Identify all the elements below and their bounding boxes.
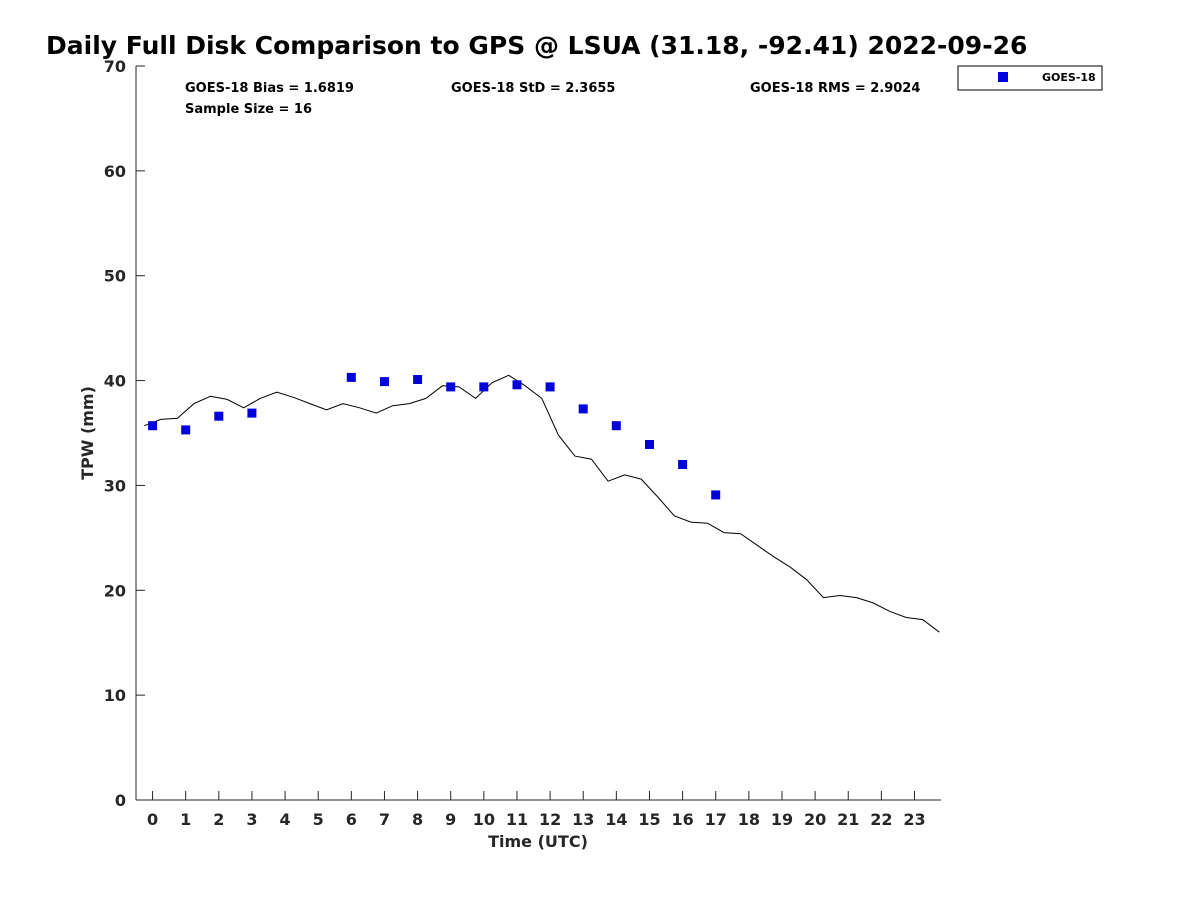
goes-18-point xyxy=(479,382,489,392)
stat-sample-size: Sample Size = 16 xyxy=(185,102,312,117)
legend: GOES-18 xyxy=(957,65,1103,91)
goes-18-point xyxy=(247,408,257,418)
x-tick-label: 11 xyxy=(506,810,528,829)
x-tick-label: 23 xyxy=(903,810,925,829)
x-tick-label: 2 xyxy=(213,810,224,829)
x-tick-label: 21 xyxy=(837,810,859,829)
x-tick-label: 14 xyxy=(605,810,627,829)
x-tick-label: 3 xyxy=(246,810,257,829)
goes-18-point xyxy=(214,411,224,421)
goes-18-point xyxy=(346,372,356,382)
y-tick-label: 70 xyxy=(104,57,126,76)
x-tick-label: 16 xyxy=(671,810,693,829)
x-tick-label: 22 xyxy=(870,810,892,829)
goes-18-point xyxy=(413,375,423,384)
goes-18-point xyxy=(645,440,654,449)
goes-18-point xyxy=(380,377,389,387)
goes-18-point xyxy=(611,421,621,431)
goes-18-point xyxy=(181,425,191,435)
x-tick-label: 18 xyxy=(738,810,760,829)
goes-18-point xyxy=(678,460,688,469)
y-tick-label: 20 xyxy=(104,581,126,600)
x-tick-label: 4 xyxy=(280,810,291,829)
goes-18-point xyxy=(446,382,456,392)
y-tick-label: 40 xyxy=(104,372,126,391)
gps-line-layer xyxy=(144,374,940,633)
x-tick-label: 6 xyxy=(346,810,357,829)
x-axis-label: Time (UTC) xyxy=(488,832,588,851)
x-tick-label: 8 xyxy=(412,810,423,829)
chart-title: Daily Full Disk Comparison to GPS @ LSUA… xyxy=(46,31,1027,60)
x-tick-label: 10 xyxy=(473,810,495,829)
goes-points-layer xyxy=(148,372,721,500)
y-tick-label: 0 xyxy=(115,791,126,810)
y-tick-label: 60 xyxy=(104,162,126,181)
x-tick-label: 13 xyxy=(572,810,594,829)
x-tick-label: 7 xyxy=(379,810,390,829)
x-tick-label: 9 xyxy=(445,810,456,829)
x-tick-label: 5 xyxy=(313,810,324,829)
y-tick-label: 10 xyxy=(104,686,126,705)
x-tick-label: 17 xyxy=(705,810,727,829)
goes-18-point xyxy=(512,380,522,390)
x-tick-label: 0 xyxy=(147,810,158,829)
x-tick-label: 12 xyxy=(539,810,561,829)
goes-18-point xyxy=(148,421,158,431)
x-tick-label: 1 xyxy=(180,810,191,829)
stat-rms: GOES-18 RMS = 2.9024 xyxy=(750,81,920,96)
legend-box xyxy=(957,65,1103,91)
goes-18-point xyxy=(545,382,555,392)
stat-bias: GOES-18 Bias = 1.6819 xyxy=(185,81,354,96)
legend-label: GOES-18 xyxy=(1042,71,1096,84)
y-tick-label: 30 xyxy=(104,476,126,495)
x-tick-label: 20 xyxy=(804,810,826,829)
goes-18-point xyxy=(711,490,721,500)
gps-tpw-line xyxy=(144,374,940,633)
x-tick-label: 19 xyxy=(771,810,793,829)
y-axis-label: TPW (mm) xyxy=(78,386,97,480)
x-tick-label: 15 xyxy=(638,810,660,829)
goes-18-point xyxy=(578,404,588,414)
y-tick-label: 50 xyxy=(104,267,126,286)
stat-std: GOES-18 StD = 2.3655 xyxy=(451,81,615,96)
legend-marker xyxy=(998,72,1008,82)
